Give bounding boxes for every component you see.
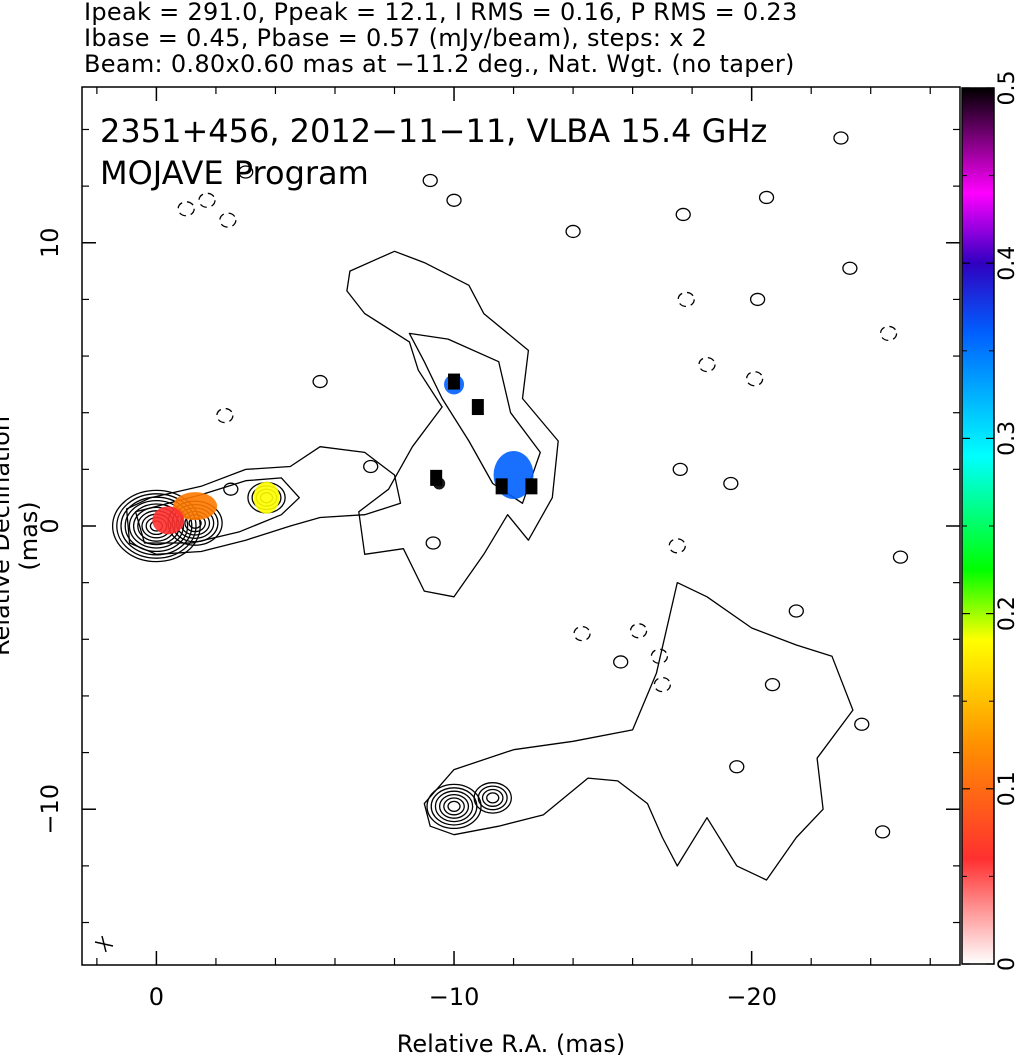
contour-layer	[111, 131, 909, 881]
colorbar-tick-label: 0	[995, 957, 1020, 971]
contour-negative	[573, 625, 591, 642]
plot-title-line-1: 2351+456, 2012−11−11, VLBA 15.4 GHz	[100, 112, 767, 150]
polarized-edge	[430, 469, 443, 486]
contour-level	[124, 499, 189, 553]
polarized-region	[173, 492, 218, 521]
colorbar-tick-label: 0.5	[995, 71, 1020, 106]
contour-isolated	[613, 655, 629, 669]
contour-negative	[629, 623, 648, 639]
header-line-3: Beam: 0.80x0.60 mas at −11.2 deg., Nat. …	[84, 50, 795, 78]
contour-level	[481, 788, 504, 807]
contour-isolated	[238, 165, 254, 179]
contour-isolated	[363, 459, 379, 474]
contour-isolated	[854, 717, 870, 731]
colorbar: 0 0.1 0.2 0.3 0.4 0.5	[961, 71, 1020, 971]
contour-isolated	[892, 550, 909, 564]
colorbar-tick-label: 0.3	[995, 421, 1020, 456]
polarized-region	[253, 481, 280, 514]
colorbar-gradient	[961, 87, 995, 965]
contour-negative	[653, 676, 672, 693]
contour-negative	[219, 212, 237, 228]
plot-title-line-2: MOJAVE Program	[100, 154, 369, 192]
contour-negative	[177, 201, 195, 217]
polarized-edge	[471, 399, 484, 416]
polarized-region	[152, 506, 185, 535]
contour-isolated	[874, 825, 891, 839]
contour-isolated	[842, 261, 858, 275]
contour-isolated	[565, 224, 581, 239]
colorbar-tick-label: 0.2	[995, 596, 1020, 631]
x-tick-label: −20	[726, 983, 777, 1011]
x-tick-label: −10	[429, 983, 480, 1011]
contour-level	[477, 785, 508, 811]
contour-level	[473, 782, 512, 814]
contour-isolated	[749, 292, 766, 307]
contour-isolated	[729, 760, 745, 774]
contour-level	[116, 493, 197, 559]
y-axis-label: Relative Declination (mas)	[0, 415, 43, 657]
x-tick-label: 0	[149, 983, 164, 1011]
colorbar-tick-label: 0.4	[995, 246, 1020, 281]
polarization-layer	[152, 373, 538, 535]
x-axis-label: Relative R.A. (mas)	[396, 1030, 626, 1058]
contour-negative	[677, 291, 695, 308]
polarized-edge	[448, 373, 461, 390]
header-line-2: Ibase = 0.45, Pbase = 0.57 (mJy/beam), s…	[84, 24, 708, 52]
contour-isolated	[758, 190, 775, 205]
contour-negative	[216, 407, 234, 424]
contour-isolated	[425, 536, 441, 550]
y-tick-label: 10	[36, 228, 64, 259]
colorbar-tick-label: 0.1	[995, 771, 1020, 806]
contour-isolated	[312, 374, 328, 389]
axis-ticks: 0 −10 −20 10 0 −10	[36, 87, 960, 1011]
contour-level	[443, 797, 465, 816]
contour-isolated	[833, 131, 849, 145]
contour-isolated	[764, 677, 781, 692]
contour-negative	[745, 371, 764, 387]
contour-level	[438, 793, 470, 819]
contour-isolated	[723, 476, 739, 491]
contour-level	[434, 790, 474, 823]
contour-isolated	[675, 207, 691, 222]
contour-isolated	[422, 173, 438, 188]
contour-southwest-outer	[423, 581, 854, 881]
contour-level	[426, 783, 482, 830]
contour-isolated	[672, 462, 688, 477]
contour-north-inner	[408, 332, 541, 504]
contour-level	[486, 792, 500, 804]
header-line-1: Ipeak = 291.0, Ppeak = 12.1, I RMS = 0.1…	[84, 0, 798, 26]
contour-negative	[198, 192, 216, 208]
contour-negative	[698, 356, 716, 373]
beam-cross-icon	[94, 935, 114, 953]
contour-north-outer	[346, 250, 559, 598]
contour-negative	[879, 325, 898, 342]
contour-level	[128, 503, 185, 549]
contour-isolated	[446, 193, 462, 207]
contour-negative	[650, 648, 669, 664]
y-tick-label: 0	[36, 518, 64, 533]
contour-level	[430, 787, 478, 826]
contour-isolated	[788, 604, 804, 618]
polarized-edge	[525, 478, 538, 495]
contour-negative	[668, 538, 686, 554]
contour-level	[447, 800, 461, 813]
polarized-edge	[495, 478, 508, 495]
contour-isolated	[223, 482, 239, 496]
contour-jet-outer	[125, 446, 402, 555]
y-tick-label: −10	[36, 784, 64, 835]
